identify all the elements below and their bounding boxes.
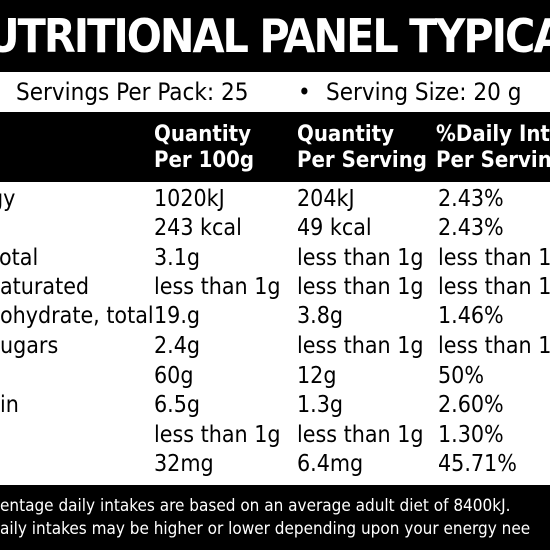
cell-per-100g: 1020kJ (154, 186, 225, 212)
table-row: less than 1g less than 1g 1.30% (0, 421, 550, 450)
cell-per-100g: 243 kcal (154, 215, 242, 241)
cell-per-serving: less than 1g (297, 274, 424, 300)
row-label: gy (0, 186, 16, 212)
cell-daily-intake: less than 1 (438, 245, 550, 271)
table-row: ugars 2.4g less than 1g less than 1 (0, 332, 550, 361)
cell-daily-intake: 45.71% (438, 451, 517, 477)
row-label: ugars (0, 333, 59, 359)
table-row: in 6.5g 1.3g 2.60% (0, 391, 550, 420)
table-row: 243 kcal 49 kcal 2.43% (0, 214, 550, 243)
panel-title: UTRITIONAL PANEL TYPICAL VALU (0, 9, 550, 63)
table-header: Quantity Per 100g Quantity Per Serving %… (0, 112, 550, 182)
cell-per-serving: 49 kcal (297, 215, 372, 241)
cell-per-serving: 6.4mg (297, 451, 364, 477)
cell-per-100g: 3.1g (154, 245, 201, 271)
cell-per-100g: 32mg (154, 451, 214, 477)
serving-size: Serving Size: 20 g (326, 78, 522, 106)
header-per-100g: Quantity Per 100g (154, 122, 255, 173)
cell-per-serving: less than 1g (297, 422, 424, 448)
cell-daily-intake: less than 1 (438, 333, 550, 359)
row-label: ohydrate, total (0, 303, 154, 329)
table-body: gy 1020kJ 204kJ 2.43% 243 kcal 49 kcal 2… (0, 182, 550, 485)
cell-per-100g: less than 1g (154, 274, 281, 300)
table-row: aturated less than 1g less than 1g less … (0, 273, 550, 302)
servings-per-pack: Servings Per Pack: 25 (16, 78, 249, 106)
nutrition-panel: Quantity Per 100g Quantity Per Serving %… (0, 112, 550, 550)
cell-daily-intake: 1.30% (438, 422, 504, 448)
footnotes: entage daily intakes are based on an ave… (0, 485, 550, 550)
cell-per-serving: 1.3g (297, 392, 344, 418)
row-label: aturated (0, 274, 90, 300)
servings-line: Servings Per Pack: 25 • Serving Size: 20… (0, 72, 550, 112)
cell-daily-intake: 50% (438, 363, 484, 389)
cell-per-100g: 2.4g (154, 333, 201, 359)
cell-per-100g: 19.g (154, 303, 201, 329)
cell-daily-intake: 2.43% (438, 186, 504, 212)
header-daily-intake: %Daily Int Per Servin (436, 122, 550, 173)
row-label: otal (0, 245, 39, 271)
title-bar: UTRITIONAL PANEL TYPICAL VALU (0, 0, 550, 72)
cell-per-100g: less than 1g (154, 422, 281, 448)
cell-daily-intake: 2.43% (438, 215, 504, 241)
footnote-line: entage daily intakes are based on an ave… (0, 496, 511, 516)
table-row: 32mg 6.4mg 45.71% (0, 450, 550, 479)
cell-daily-intake: less than 1 (438, 274, 550, 300)
row-label: in (0, 392, 19, 418)
bullet-separator: • (298, 78, 311, 106)
table-row: ohydrate, total 19.g 3.8g 1.46% (0, 302, 550, 331)
cell-per-serving: 3.8g (297, 303, 344, 329)
table-row: gy 1020kJ 204kJ 2.43% (0, 185, 550, 214)
header-per-serving: Quantity Per Serving (297, 122, 427, 173)
cell-per-serving: 204kJ (297, 186, 355, 212)
cell-daily-intake: 1.46% (438, 303, 504, 329)
cell-per-serving: 12g (297, 363, 337, 389)
cell-daily-intake: 2.60% (438, 392, 504, 418)
cell-per-serving: less than 1g (297, 333, 424, 359)
cell-per-serving: less than 1g (297, 245, 424, 271)
footnote-line: aily intakes may be higher or lower depe… (0, 519, 531, 539)
cell-per-100g: 60g (154, 363, 194, 389)
cell-per-100g: 6.5g (154, 392, 201, 418)
table-row: 60g 12g 50% (0, 362, 550, 391)
table-row: otal 3.1g less than 1g less than 1 (0, 244, 550, 273)
